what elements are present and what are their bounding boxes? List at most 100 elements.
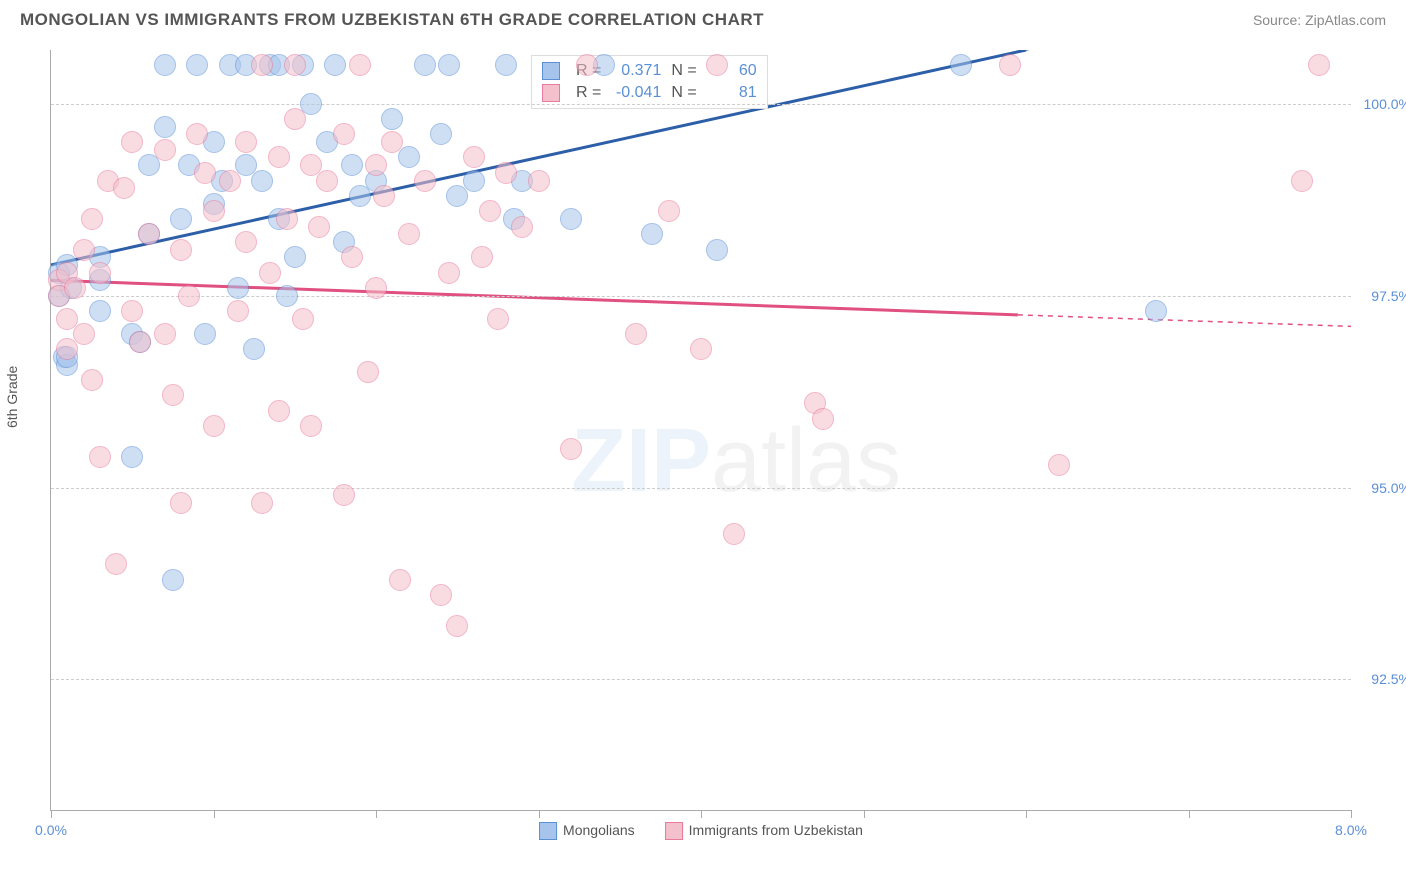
- scatter-point: [438, 262, 460, 284]
- scatter-point: [162, 384, 184, 406]
- scatter-point: [138, 223, 160, 245]
- scatter-point: [560, 438, 582, 460]
- scatter-point: [658, 200, 680, 222]
- scatter-point: [487, 308, 509, 330]
- chart-source: Source: ZipAtlas.com: [1253, 12, 1386, 28]
- scatter-point: [227, 300, 249, 322]
- scatter-point: [999, 54, 1021, 76]
- scatter-point: [381, 131, 403, 153]
- scatter-point: [170, 492, 192, 514]
- x-tick: [864, 810, 865, 818]
- legend-label: Immigrants from Uzbekistan: [689, 822, 863, 838]
- grid-line: [51, 104, 1351, 105]
- scatter-point: [89, 446, 111, 468]
- scatter-point: [121, 446, 143, 468]
- scatter-point: [121, 131, 143, 153]
- scatter-point: [170, 239, 192, 261]
- scatter-point: [81, 369, 103, 391]
- x-tick: [376, 810, 377, 818]
- scatter-point: [341, 246, 363, 268]
- scatter-point: [446, 615, 468, 637]
- x-tick: [1026, 810, 1027, 818]
- stats-n-label: N =: [671, 84, 696, 102]
- scatter-point: [463, 170, 485, 192]
- scatter-point: [1308, 54, 1330, 76]
- grid-line: [51, 679, 1351, 680]
- scatter-point: [178, 285, 200, 307]
- y-tick-label: 100.0%: [1364, 96, 1406, 112]
- scatter-point: [276, 285, 298, 307]
- legend-swatch: [542, 62, 560, 80]
- legend-item: Immigrants from Uzbekistan: [665, 822, 863, 840]
- scatter-point: [528, 170, 550, 192]
- scatter-point: [89, 300, 111, 322]
- scatter-point: [690, 338, 712, 360]
- scatter-point: [81, 208, 103, 230]
- scatter-point: [365, 277, 387, 299]
- correlation-stats-box: R =0.371N =60R =-0.041N =81: [531, 55, 768, 109]
- scatter-point: [194, 162, 216, 184]
- stats-n-value: 81: [707, 84, 757, 102]
- chart-title: MONGOLIAN VS IMMIGRANTS FROM UZBEKISTAN …: [20, 10, 764, 30]
- scatter-point: [170, 208, 192, 230]
- scatter-point: [398, 146, 420, 168]
- scatter-point: [154, 116, 176, 138]
- x-tick: [214, 810, 215, 818]
- watermark-zip: ZIP: [571, 411, 711, 511]
- scatter-point: [381, 108, 403, 130]
- scatter-point: [154, 139, 176, 161]
- scatter-point: [479, 200, 501, 222]
- scatter-point: [300, 415, 322, 437]
- scatter-point: [333, 484, 355, 506]
- scatter-point: [463, 146, 485, 168]
- scatter-point: [414, 54, 436, 76]
- scatter-point: [308, 216, 330, 238]
- scatter-point: [113, 177, 135, 199]
- scatter-point: [73, 323, 95, 345]
- scatter-point: [1048, 454, 1070, 476]
- grid-line: [51, 488, 1351, 489]
- stats-n-label: N =: [671, 62, 696, 80]
- x-tick: [1351, 810, 1352, 818]
- scatter-point: [259, 262, 281, 284]
- stats-r-label: R =: [576, 84, 601, 102]
- legend-swatch: [542, 84, 560, 102]
- scatter-point: [373, 185, 395, 207]
- legend-bottom: MongoliansImmigrants from Uzbekistan: [539, 822, 863, 840]
- chart-header: MONGOLIAN VS IMMIGRANTS FROM UZBEKISTAN …: [0, 0, 1406, 35]
- x-tick-label: 8.0%: [1335, 822, 1367, 838]
- scatter-point: [511, 216, 533, 238]
- x-tick: [539, 810, 540, 818]
- scatter-point: [365, 154, 387, 176]
- y-tick-label: 92.5%: [1371, 671, 1406, 687]
- scatter-point: [341, 154, 363, 176]
- scatter-point: [333, 123, 355, 145]
- scatter-point: [186, 54, 208, 76]
- scatter-point: [284, 246, 306, 268]
- x-tick-label: 0.0%: [35, 822, 67, 838]
- scatter-point: [194, 323, 216, 345]
- scatter-point: [625, 323, 647, 345]
- scatter-point: [219, 170, 241, 192]
- scatter-point: [268, 400, 290, 422]
- scatter-point: [89, 262, 111, 284]
- scatter-point: [414, 170, 436, 192]
- x-tick: [51, 810, 52, 818]
- grid-line: [51, 296, 1351, 297]
- trend-line-extension: [1018, 315, 1351, 327]
- scatter-point: [235, 231, 257, 253]
- scatter-point: [324, 54, 346, 76]
- scatter-point: [186, 123, 208, 145]
- y-axis-label: 6th Grade: [4, 366, 20, 428]
- stats-r-value: 0.371: [611, 62, 661, 80]
- scatter-point: [349, 54, 371, 76]
- scatter-point: [235, 131, 257, 153]
- scatter-point: [154, 54, 176, 76]
- scatter-point: [121, 300, 143, 322]
- scatter-point: [251, 54, 273, 76]
- scatter-point: [1291, 170, 1313, 192]
- scatter-point: [251, 492, 273, 514]
- scatter-point: [471, 246, 493, 268]
- scatter-point: [129, 331, 151, 353]
- scatter-point: [292, 308, 314, 330]
